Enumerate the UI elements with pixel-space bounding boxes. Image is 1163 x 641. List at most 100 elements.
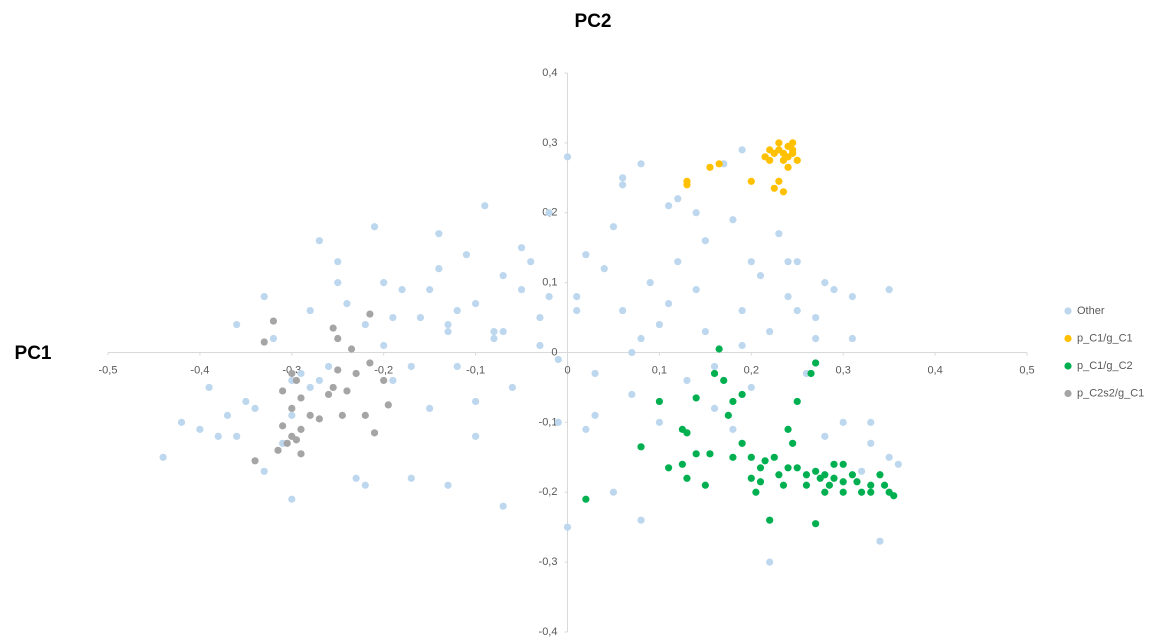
point [517, 244, 526, 252]
point [196, 425, 204, 433]
point [867, 418, 875, 426]
point [582, 495, 590, 503]
point [554, 355, 562, 364]
point [628, 348, 636, 357]
point [715, 160, 723, 168]
point [756, 464, 765, 472]
point [453, 306, 461, 315]
point [527, 258, 535, 266]
point [366, 359, 374, 367]
point [269, 334, 278, 343]
point [678, 460, 686, 468]
point [738, 439, 746, 447]
point [490, 327, 498, 336]
point [334, 334, 342, 343]
point [715, 345, 723, 353]
x-tick-label: -0,5 [99, 364, 118, 376]
point [619, 181, 627, 189]
point [306, 411, 314, 419]
point [876, 537, 884, 545]
point [706, 450, 714, 458]
point [283, 439, 291, 447]
point [752, 488, 760, 496]
legend-label: p_C1/g_C1 [1077, 332, 1133, 344]
point [279, 422, 287, 430]
point [508, 383, 516, 392]
point [857, 488, 866, 496]
point [223, 411, 232, 419]
legend-marker [1064, 362, 1072, 370]
point [848, 471, 856, 479]
point [789, 146, 797, 154]
point [775, 230, 783, 238]
point [756, 478, 765, 486]
point [775, 139, 783, 147]
point [857, 467, 866, 475]
point [435, 265, 443, 273]
point [352, 369, 360, 378]
point [770, 184, 778, 192]
point [655, 418, 664, 426]
point [159, 453, 167, 461]
point [472, 432, 480, 440]
point [573, 293, 581, 301]
point [692, 209, 700, 217]
point [812, 467, 820, 475]
point [720, 376, 728, 385]
point [352, 474, 360, 482]
point [380, 376, 388, 385]
point [789, 439, 797, 447]
point [812, 313, 820, 322]
point [628, 390, 636, 399]
point [389, 313, 397, 322]
point [563, 523, 572, 531]
legend-marker [1064, 389, 1072, 398]
legend-label: p_C2s2/g_C1 [1077, 387, 1144, 399]
point [664, 202, 673, 210]
point [297, 450, 305, 458]
point [729, 216, 737, 224]
point [472, 299, 480, 308]
x-tick-label: -0,1 [466, 364, 485, 376]
point [876, 471, 884, 479]
point [655, 397, 664, 406]
point [766, 558, 774, 566]
point [407, 474, 415, 482]
point [251, 404, 259, 412]
point [674, 258, 682, 266]
x-tick-label: 0,2 [744, 364, 759, 376]
point [380, 279, 388, 287]
point [563, 153, 572, 161]
point [288, 411, 296, 419]
point [807, 369, 815, 378]
point [674, 195, 682, 203]
point [260, 338, 268, 346]
point [462, 251, 471, 259]
y-tick-label: 0 [551, 346, 557, 358]
point [830, 286, 838, 294]
point [637, 516, 645, 524]
point [789, 139, 797, 147]
point [664, 464, 673, 472]
point [766, 156, 774, 164]
point [839, 418, 847, 426]
point [481, 202, 489, 210]
point [853, 478, 861, 486]
x-tick-label: 0,1 [652, 364, 667, 376]
point [324, 390, 333, 399]
point [306, 383, 314, 392]
point [701, 481, 709, 489]
y-tick-label: -0,3 [539, 556, 558, 568]
point [426, 286, 434, 294]
point [619, 306, 627, 315]
point [269, 317, 278, 325]
point [334, 258, 342, 266]
point [747, 177, 755, 185]
point [747, 383, 755, 392]
x-tick-label: -0,2 [374, 364, 393, 376]
point [830, 474, 838, 482]
point [600, 265, 608, 273]
x-tick-label: 0,4 [927, 364, 942, 376]
point [233, 432, 241, 440]
